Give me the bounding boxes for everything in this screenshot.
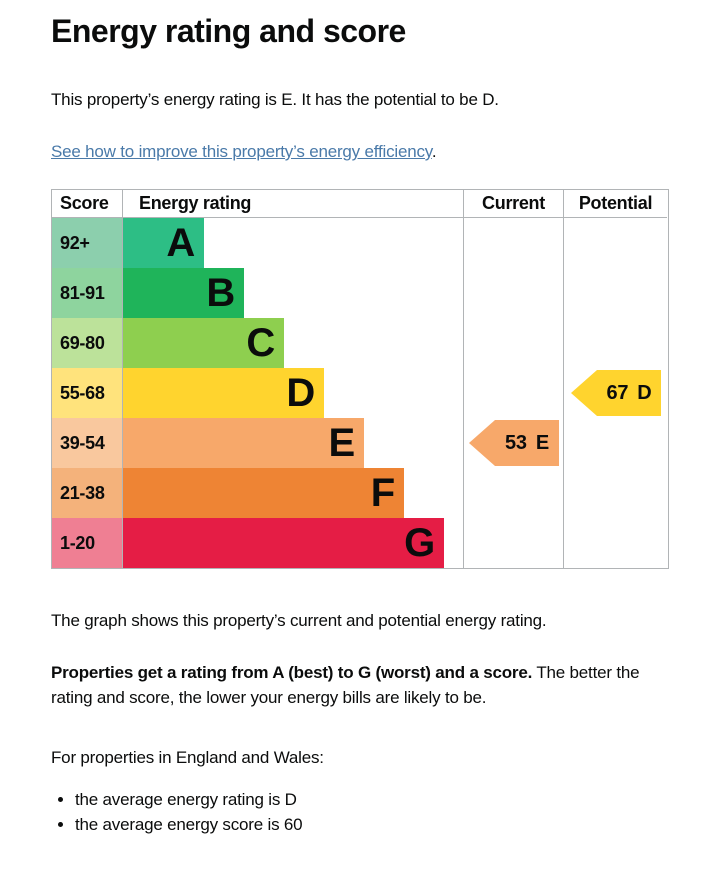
score-range-a: 92+ [52, 218, 122, 268]
rating-explanation-text: Properties get a rating from A (best) to… [51, 660, 667, 710]
score-range-d: 55-68 [52, 368, 122, 418]
band-row-b: B [123, 268, 463, 318]
list-item-average-rating: the average energy rating is D [75, 787, 669, 812]
band-bar-g: G [123, 518, 444, 568]
band-bar-b: B [123, 268, 244, 318]
current-score-value: 53 [505, 431, 527, 454]
band-letter-a: A [166, 221, 195, 265]
energy-rating-column-header: Energy rating [123, 190, 463, 218]
band-row-a: A [123, 218, 463, 268]
band-bar-a: A [123, 218, 204, 268]
page-title: Energy rating and score [51, 13, 406, 49]
band-letter-e: E [328, 421, 356, 465]
current-column-header: Current [464, 190, 563, 218]
averages-list: the average energy rating is D the avera… [51, 787, 669, 837]
band-letter-d: D [286, 371, 315, 415]
score-range-c: 69-80 [52, 318, 122, 368]
band-bar-c: C [123, 318, 284, 368]
current-band-letter: E [535, 431, 549, 454]
score-range-b: 81-91 [52, 268, 122, 318]
band-bar-e: E [123, 418, 364, 468]
rating-summary-text: This property’s energy rating is E. It h… [51, 90, 499, 109]
band-letter-c: C [246, 321, 275, 365]
score-range-f: 21-38 [52, 468, 122, 518]
region-heading: For properties in England and Wales: [51, 748, 324, 767]
band-letter-f: F [370, 471, 395, 515]
potential-column-body: 67 D [564, 218, 667, 568]
potential-rating-arrow: 67 D [571, 370, 661, 416]
improvement-link[interactable]: See how to improve this property’s energ… [51, 142, 432, 161]
improvement-link-suffix: . [431, 142, 437, 161]
band-row-d: D [123, 368, 463, 418]
rating-explanation-rest: The better the rating and score, the low… [51, 663, 640, 707]
current-column-body: 53 E [464, 218, 563, 568]
potential-column-header: Potential [564, 190, 667, 218]
score-range-e: 39-54 [52, 418, 122, 468]
potential-band-letter: D [637, 381, 652, 404]
band-bar-f: F [123, 468, 404, 518]
band-letter-b: B [206, 271, 235, 315]
potential-score-value: 67 [606, 381, 629, 404]
improvement-link-line: See how to improve this property’s energ… [51, 139, 669, 164]
score-range-g: 1-20 [52, 518, 122, 568]
band-letter-g: G [404, 521, 435, 565]
graph-note-text: The graph shows this property’s current … [51, 611, 547, 630]
band-row-e: E [123, 418, 463, 468]
current-column: Current 53 E [463, 190, 563, 568]
band-row-c: C [123, 318, 463, 368]
band-bar-d: D [123, 368, 324, 418]
list-item-average-score: the average energy score is 60 [75, 812, 669, 837]
energy-rating-graph: Score 92+ 81-91 69-80 55-68 39-54 21-38 1-20 E… [51, 189, 669, 569]
rating-explanation-lead: Properties get a rating from A (best) to… [51, 663, 533, 682]
score-column-body: 92+ 81-91 69-80 55-68 39-54 21-38 1-20 [52, 218, 122, 568]
potential-column: Potential 67 D [563, 190, 667, 568]
current-rating-arrow: 53 E [469, 420, 559, 466]
score-column: Score 92+ 81-91 69-80 55-68 39-54 21-38 1-20 [52, 190, 122, 568]
band-row-g: G [123, 518, 463, 568]
score-column-header: Score [52, 190, 122, 218]
band-row-f: F [123, 468, 463, 518]
